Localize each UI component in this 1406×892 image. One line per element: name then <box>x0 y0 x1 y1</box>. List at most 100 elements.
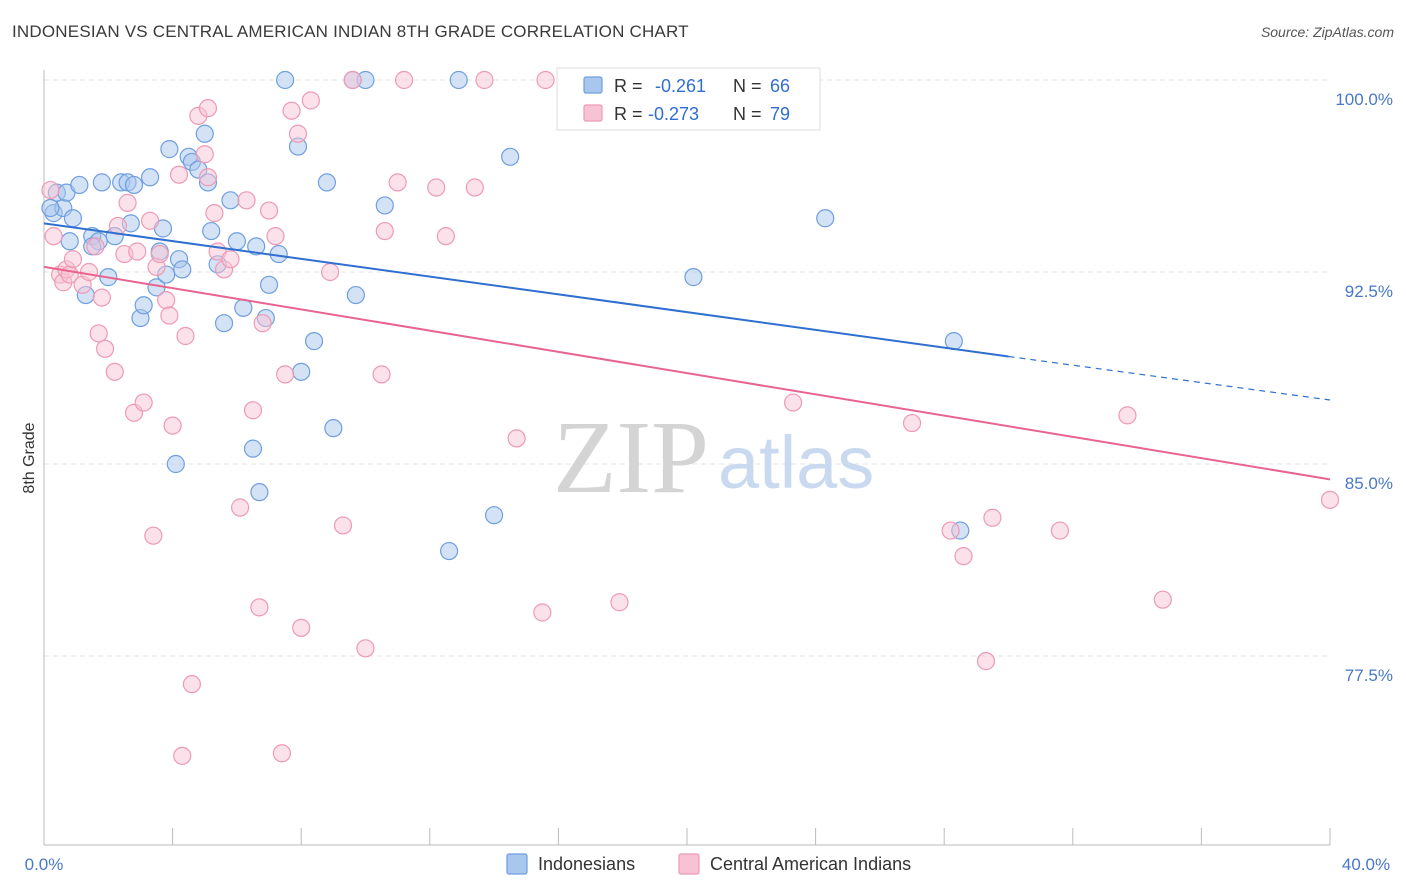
point-central-american-indians <box>954 547 973 566</box>
point-central-american-indians <box>902 413 922 433</box>
point-central-american-indians <box>783 393 803 412</box>
point-indonesians <box>501 147 520 166</box>
legend: Indonesians Central American Indians <box>506 853 911 875</box>
point-central-american-indians <box>372 365 391 384</box>
point-indonesians <box>449 70 468 90</box>
point-central-american-indians <box>41 180 60 200</box>
point-central-american-indians <box>157 291 176 310</box>
point-central-american-indians <box>276 365 295 384</box>
point-central-american-indians <box>89 324 108 343</box>
point-indonesians <box>304 332 324 351</box>
stats-n-label-central-american-indians: N = <box>733 104 762 124</box>
legend-label-indonesians: Indonesians <box>538 854 635 874</box>
stats-box: R = -0.261 N = 66 R = -0.273 N = 79 <box>556 67 821 131</box>
point-central-american-indians <box>475 70 494 90</box>
point-central-american-indians <box>243 401 263 420</box>
point-indonesians <box>324 419 343 438</box>
point-central-american-indians <box>388 173 407 192</box>
point-central-american-indians <box>288 124 308 143</box>
point-central-american-indians <box>343 70 362 90</box>
stats-swatch-central-american-indians <box>583 104 603 122</box>
stats-n-value-indonesians: 66 <box>770 76 790 96</box>
point-central-american-indians <box>941 521 960 540</box>
trend-line-indonesians-extrapolated <box>1008 355 1331 401</box>
y-axis-label: 8th Grade <box>21 422 38 493</box>
point-central-american-indians <box>140 211 160 230</box>
watermark-atlas: atlas <box>718 421 874 504</box>
point-indonesians <box>375 196 394 215</box>
point-central-american-indians <box>198 168 218 187</box>
point-central-american-indians <box>176 326 195 346</box>
point-indonesians <box>63 209 83 228</box>
point-central-american-indians <box>205 204 224 223</box>
point-central-american-indians <box>198 99 218 118</box>
point-indonesians <box>234 298 253 317</box>
point-central-american-indians <box>610 593 629 612</box>
point-central-american-indians <box>63 250 83 269</box>
point-indonesians <box>485 506 504 525</box>
point-central-american-indians <box>259 201 279 220</box>
point-indonesians <box>140 168 160 187</box>
point-indonesians <box>317 173 337 192</box>
point-central-american-indians <box>375 221 394 241</box>
point-central-american-indians <box>292 618 311 637</box>
point-central-american-indians <box>282 101 301 120</box>
point-central-american-indians <box>169 165 189 184</box>
point-indonesians <box>292 362 311 381</box>
point-indonesians <box>214 314 234 333</box>
point-central-american-indians <box>250 598 269 617</box>
point-indonesians <box>247 237 266 256</box>
point-indonesians <box>60 232 79 251</box>
stats-r-label-indonesians: R = <box>614 76 643 96</box>
legend-label-central-american-indians: Central American Indians <box>710 854 911 874</box>
point-central-american-indians <box>427 178 446 197</box>
point-central-american-indians <box>983 508 1002 527</box>
point-central-american-indians <box>237 191 256 210</box>
point-indonesians <box>221 191 240 210</box>
point-central-american-indians <box>150 244 169 264</box>
point-central-american-indians <box>144 526 163 545</box>
point-central-american-indians <box>1320 490 1340 509</box>
stats-n-value-central-american-indians: 79 <box>770 104 790 124</box>
point-central-american-indians <box>128 242 147 261</box>
x-tick-label-min: 0.0% <box>25 855 64 874</box>
trend-line-indonesians <box>43 222 1009 358</box>
x-tick-label-max: 40.0% <box>1342 855 1390 874</box>
point-indonesians <box>276 70 295 90</box>
point-central-american-indians <box>173 746 192 765</box>
point-central-american-indians <box>1050 521 1070 540</box>
point-central-american-indians <box>221 250 240 269</box>
stats-r-value-indonesians: -0.261 <box>655 76 706 96</box>
point-indonesians <box>439 541 459 561</box>
y-tick-label: 85.0% <box>1345 474 1393 493</box>
point-indonesians <box>816 209 835 228</box>
stats-r-value-central-american-indians: -0.273 <box>648 104 699 124</box>
point-central-american-indians <box>436 227 455 246</box>
point-central-american-indians <box>266 227 285 246</box>
point-central-american-indians <box>79 262 99 282</box>
point-indonesians <box>124 175 144 195</box>
point-central-american-indians <box>182 675 201 694</box>
point-central-american-indians <box>253 314 272 333</box>
y-tick-label: 92.5% <box>1345 282 1393 301</box>
point-central-american-indians <box>1118 406 1137 425</box>
point-indonesians <box>173 260 192 279</box>
point-indonesians <box>243 439 263 458</box>
legend-swatch-indonesians <box>506 853 528 875</box>
point-indonesians <box>250 483 269 502</box>
stats-n-label-indonesians: N = <box>733 76 762 96</box>
point-indonesians <box>134 296 153 315</box>
point-central-american-indians <box>533 603 552 622</box>
point-central-american-indians <box>92 288 111 307</box>
point-central-american-indians <box>333 516 353 535</box>
point-central-american-indians <box>231 498 250 517</box>
point-central-american-indians <box>321 262 340 282</box>
point-central-american-indians <box>976 652 996 671</box>
watermark: ZIP atlas <box>553 400 874 515</box>
point-indonesians <box>202 221 221 241</box>
point-central-american-indians <box>301 91 320 110</box>
chart-title: INDONESIAN VS CENTRAL AMERICAN INDIAN 8T… <box>12 22 689 41</box>
chart-source: Source: ZipAtlas.com <box>1260 24 1394 40</box>
y-tick-label: 77.5% <box>1345 666 1393 685</box>
